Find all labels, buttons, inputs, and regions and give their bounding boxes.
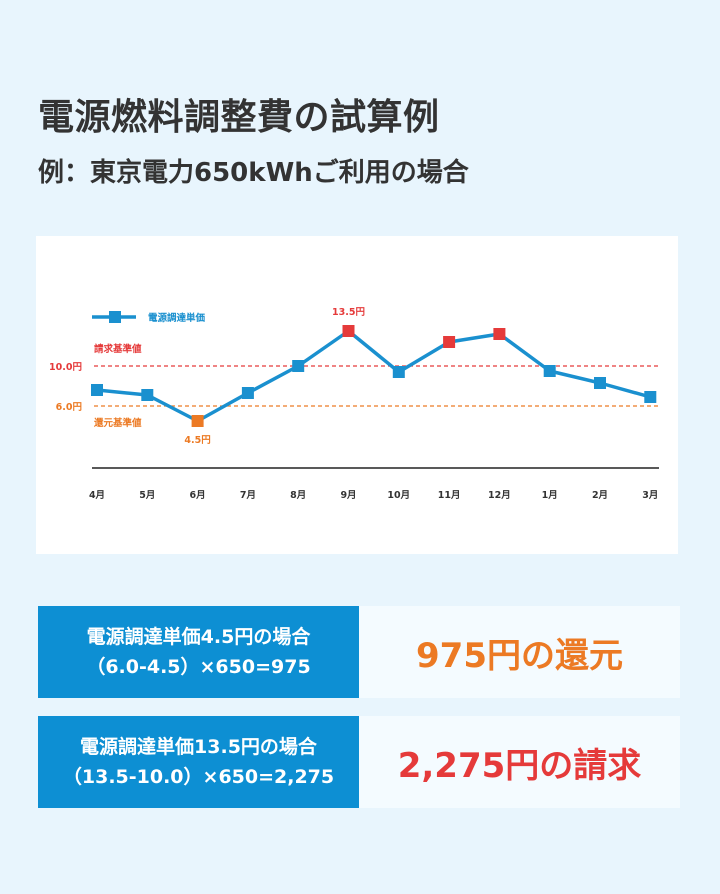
x-tick-label-12月: 12月 [488,490,511,501]
refund-example-calculation: （6.0-4.5）×650=975 [86,656,311,678]
data-point-9月 [342,325,355,337]
data-point-12月 [493,328,506,340]
x-tick-label-2月: 2月 [592,490,608,501]
x-tick-label-5月: 5月 [139,490,155,501]
legend-label: 電源調達単価 [148,312,206,324]
charge-example-calculation: （13.5-10.0）×650=2,275 [62,766,335,788]
reference-label-1: 還元基準値 [94,417,142,429]
x-tick-label-9月: 9月 [340,490,356,501]
charge-example-condition: 電源調達単価13.5円の場合 [80,735,317,758]
data-point-11月 [443,336,456,348]
data-label-6月: 4.5円 [184,435,210,446]
x-tick-label-11月: 11月 [438,490,461,501]
data-point-4月 [91,384,103,396]
data-point-7月 [241,387,254,399]
refund-example-result: 975円の還元 [359,606,680,698]
page-title: 電源燃料調整費の試算例 [38,97,440,138]
chart-card: 10.0円 請求基準値 6.0円還元基準値 4.5円 13.5円 4月 5月 6月 7月 8月 9月… [36,236,678,554]
x-tick-label-3月: 3月 [642,490,658,501]
page-subtitle: 例：東京電力650kWhご利用の場合 [38,158,469,188]
x-tick-label-7月: 7月 [240,490,256,501]
x-tick-label-4月: 4月 [89,490,105,501]
reference-label-0: 請求基準値 [94,343,142,355]
x-tick-label-8月: 8月 [290,490,306,501]
legend-marker [109,311,121,323]
data-point-6月 [191,415,204,427]
data-point-8月 [292,360,305,372]
data-point-2月 [594,377,606,389]
data-point-5月 [141,389,154,401]
x-tick-label-1月: 1月 [542,490,558,501]
data-point-3月 [644,391,657,403]
series-line [96,329,651,423]
charge-example-formula: 電源調達単価13.5円の場合 （13.5-10.0）×650=2,275 [38,716,359,808]
charge-example-row: 電源調達単価13.5円の場合 （13.5-10.0）×650=2,275 2,2… [38,716,680,808]
data-label-9月: 13.5円 [332,307,365,318]
data-point-1月 [543,365,556,377]
x-tick-label-10月: 10月 [387,490,410,501]
refund-example-condition: 電源調達単価4.5円の場合 [86,625,311,648]
reference-value-label-0: 10.0円 [49,362,82,373]
reference-value-label-1: 6.0円 [56,402,82,413]
x-tick-label-6月: 6月 [190,490,206,501]
data-point-10月 [392,366,405,378]
charge-example-result: 2,275円の請求 [359,716,680,808]
refund-example-row: 電源調達単価4.5円の場合 （6.0-4.5）×650=975 975円の還元 [38,606,680,698]
refund-example-formula: 電源調達単価4.5円の場合 （6.0-4.5）×650=975 [38,606,359,698]
